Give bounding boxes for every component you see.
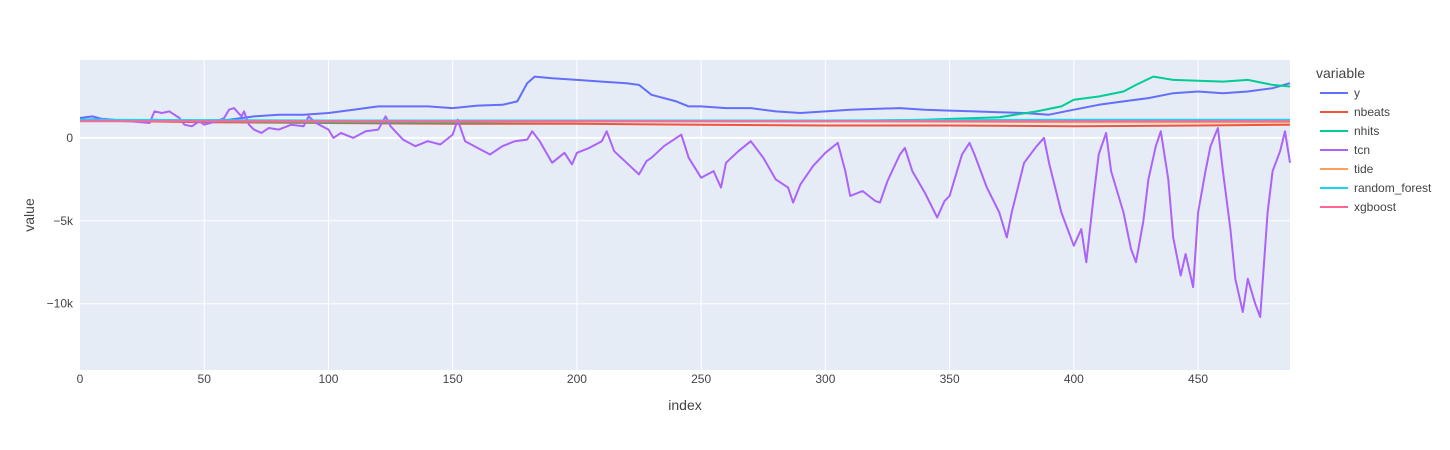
x-tick-label: 450 (1188, 372, 1208, 386)
legend-label: tide (1354, 162, 1374, 176)
legend-title: variable (1316, 65, 1365, 81)
x-tick-label: 200 (567, 372, 587, 386)
series-line-tcn (79, 107, 1291, 318)
legend: variable y nbeats nhits tcn tide random_fores… (1316, 65, 1432, 214)
x-tick-label: 350 (940, 372, 960, 386)
legend-label: xgboost (1354, 200, 1397, 214)
legend-label: y (1354, 86, 1360, 100)
x-tick-label: 50 (198, 372, 212, 386)
legend-item-random-forest[interactable]: random_forest (1320, 181, 1432, 195)
x-tick-label: 400 (1064, 372, 1084, 386)
series-lines (79, 75, 1291, 318)
legend-label: random_forest (1354, 181, 1432, 195)
x-tick-label: 100 (318, 372, 338, 386)
y-tick-label: −5k (53, 214, 74, 228)
x-tick-label: 150 (443, 372, 463, 386)
legend-label: nbeats (1354, 105, 1390, 119)
x-tick-label: 0 (77, 372, 84, 386)
x-tick-label: 250 (691, 372, 711, 386)
legend-label: nhits (1354, 124, 1379, 138)
y-axis-title: value (21, 198, 37, 232)
legend-item-tcn[interactable]: tcn (1320, 143, 1370, 157)
y-tick-label: 0 (66, 131, 73, 145)
y-tick-label: −10k (47, 297, 74, 311)
legend-item-nbeats[interactable]: nbeats (1320, 105, 1390, 119)
x-tick-label: 300 (815, 372, 835, 386)
legend-label: tcn (1354, 143, 1370, 157)
legend-item-y[interactable]: y (1320, 86, 1360, 100)
x-axis-ticks: 0 50 100 150 200 250 300 350 400 450 (77, 372, 1209, 386)
legend-item-nhits[interactable]: nhits (1320, 124, 1379, 138)
legend-item-xgboost[interactable]: xgboost (1320, 200, 1397, 214)
y-axis-ticks: 0 −5k −10k (47, 131, 74, 311)
plot-background (80, 60, 1290, 370)
legend-item-tide[interactable]: tide (1320, 162, 1374, 176)
series-line-y (79, 75, 1291, 123)
x-axis-title: index (668, 397, 701, 413)
